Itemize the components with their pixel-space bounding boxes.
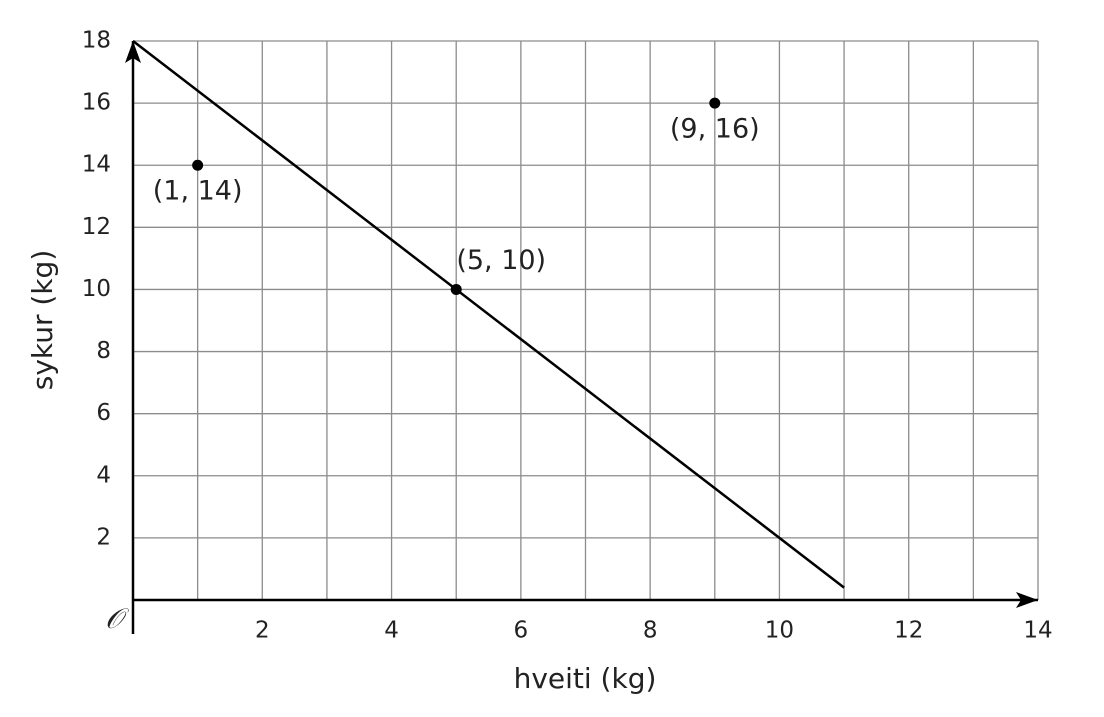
y-tick-label: 14: [82, 152, 111, 178]
point: [192, 159, 204, 171]
x-tick-label: 2: [255, 618, 270, 644]
x-tick-label: 8: [643, 618, 658, 644]
y-tick-label: 10: [82, 276, 111, 302]
origin-label: 𝒪: [105, 602, 129, 635]
y-axis-label: sykur (kg): [26, 250, 59, 391]
point: [709, 97, 721, 109]
y-tick-label: 18: [82, 28, 111, 54]
x-tick-label: 10: [765, 618, 794, 644]
y-tick-label: 16: [82, 90, 111, 116]
x-tick-label: 14: [1023, 618, 1052, 644]
point-label: (5, 10): [456, 245, 546, 276]
y-tick-label: 8: [96, 338, 111, 364]
x-axis-arrow: [1016, 592, 1038, 608]
y-tick-label: 6: [96, 400, 111, 426]
y-tick-label: 4: [96, 462, 111, 488]
line: [132, 40, 845, 589]
y-tick-label: 2: [96, 524, 111, 550]
x-tick-label: 12: [894, 618, 923, 644]
x-tick-label: 4: [384, 618, 399, 644]
point-label: (1, 14): [153, 176, 243, 207]
x-tick-label: 6: [514, 618, 529, 644]
point: [450, 283, 462, 295]
y-tick-label: 12: [82, 214, 111, 240]
x-axis-label: hveiti (kg): [514, 662, 657, 695]
point-label: (9, 16): [670, 114, 760, 145]
y-axis-arrow: [125, 41, 141, 63]
